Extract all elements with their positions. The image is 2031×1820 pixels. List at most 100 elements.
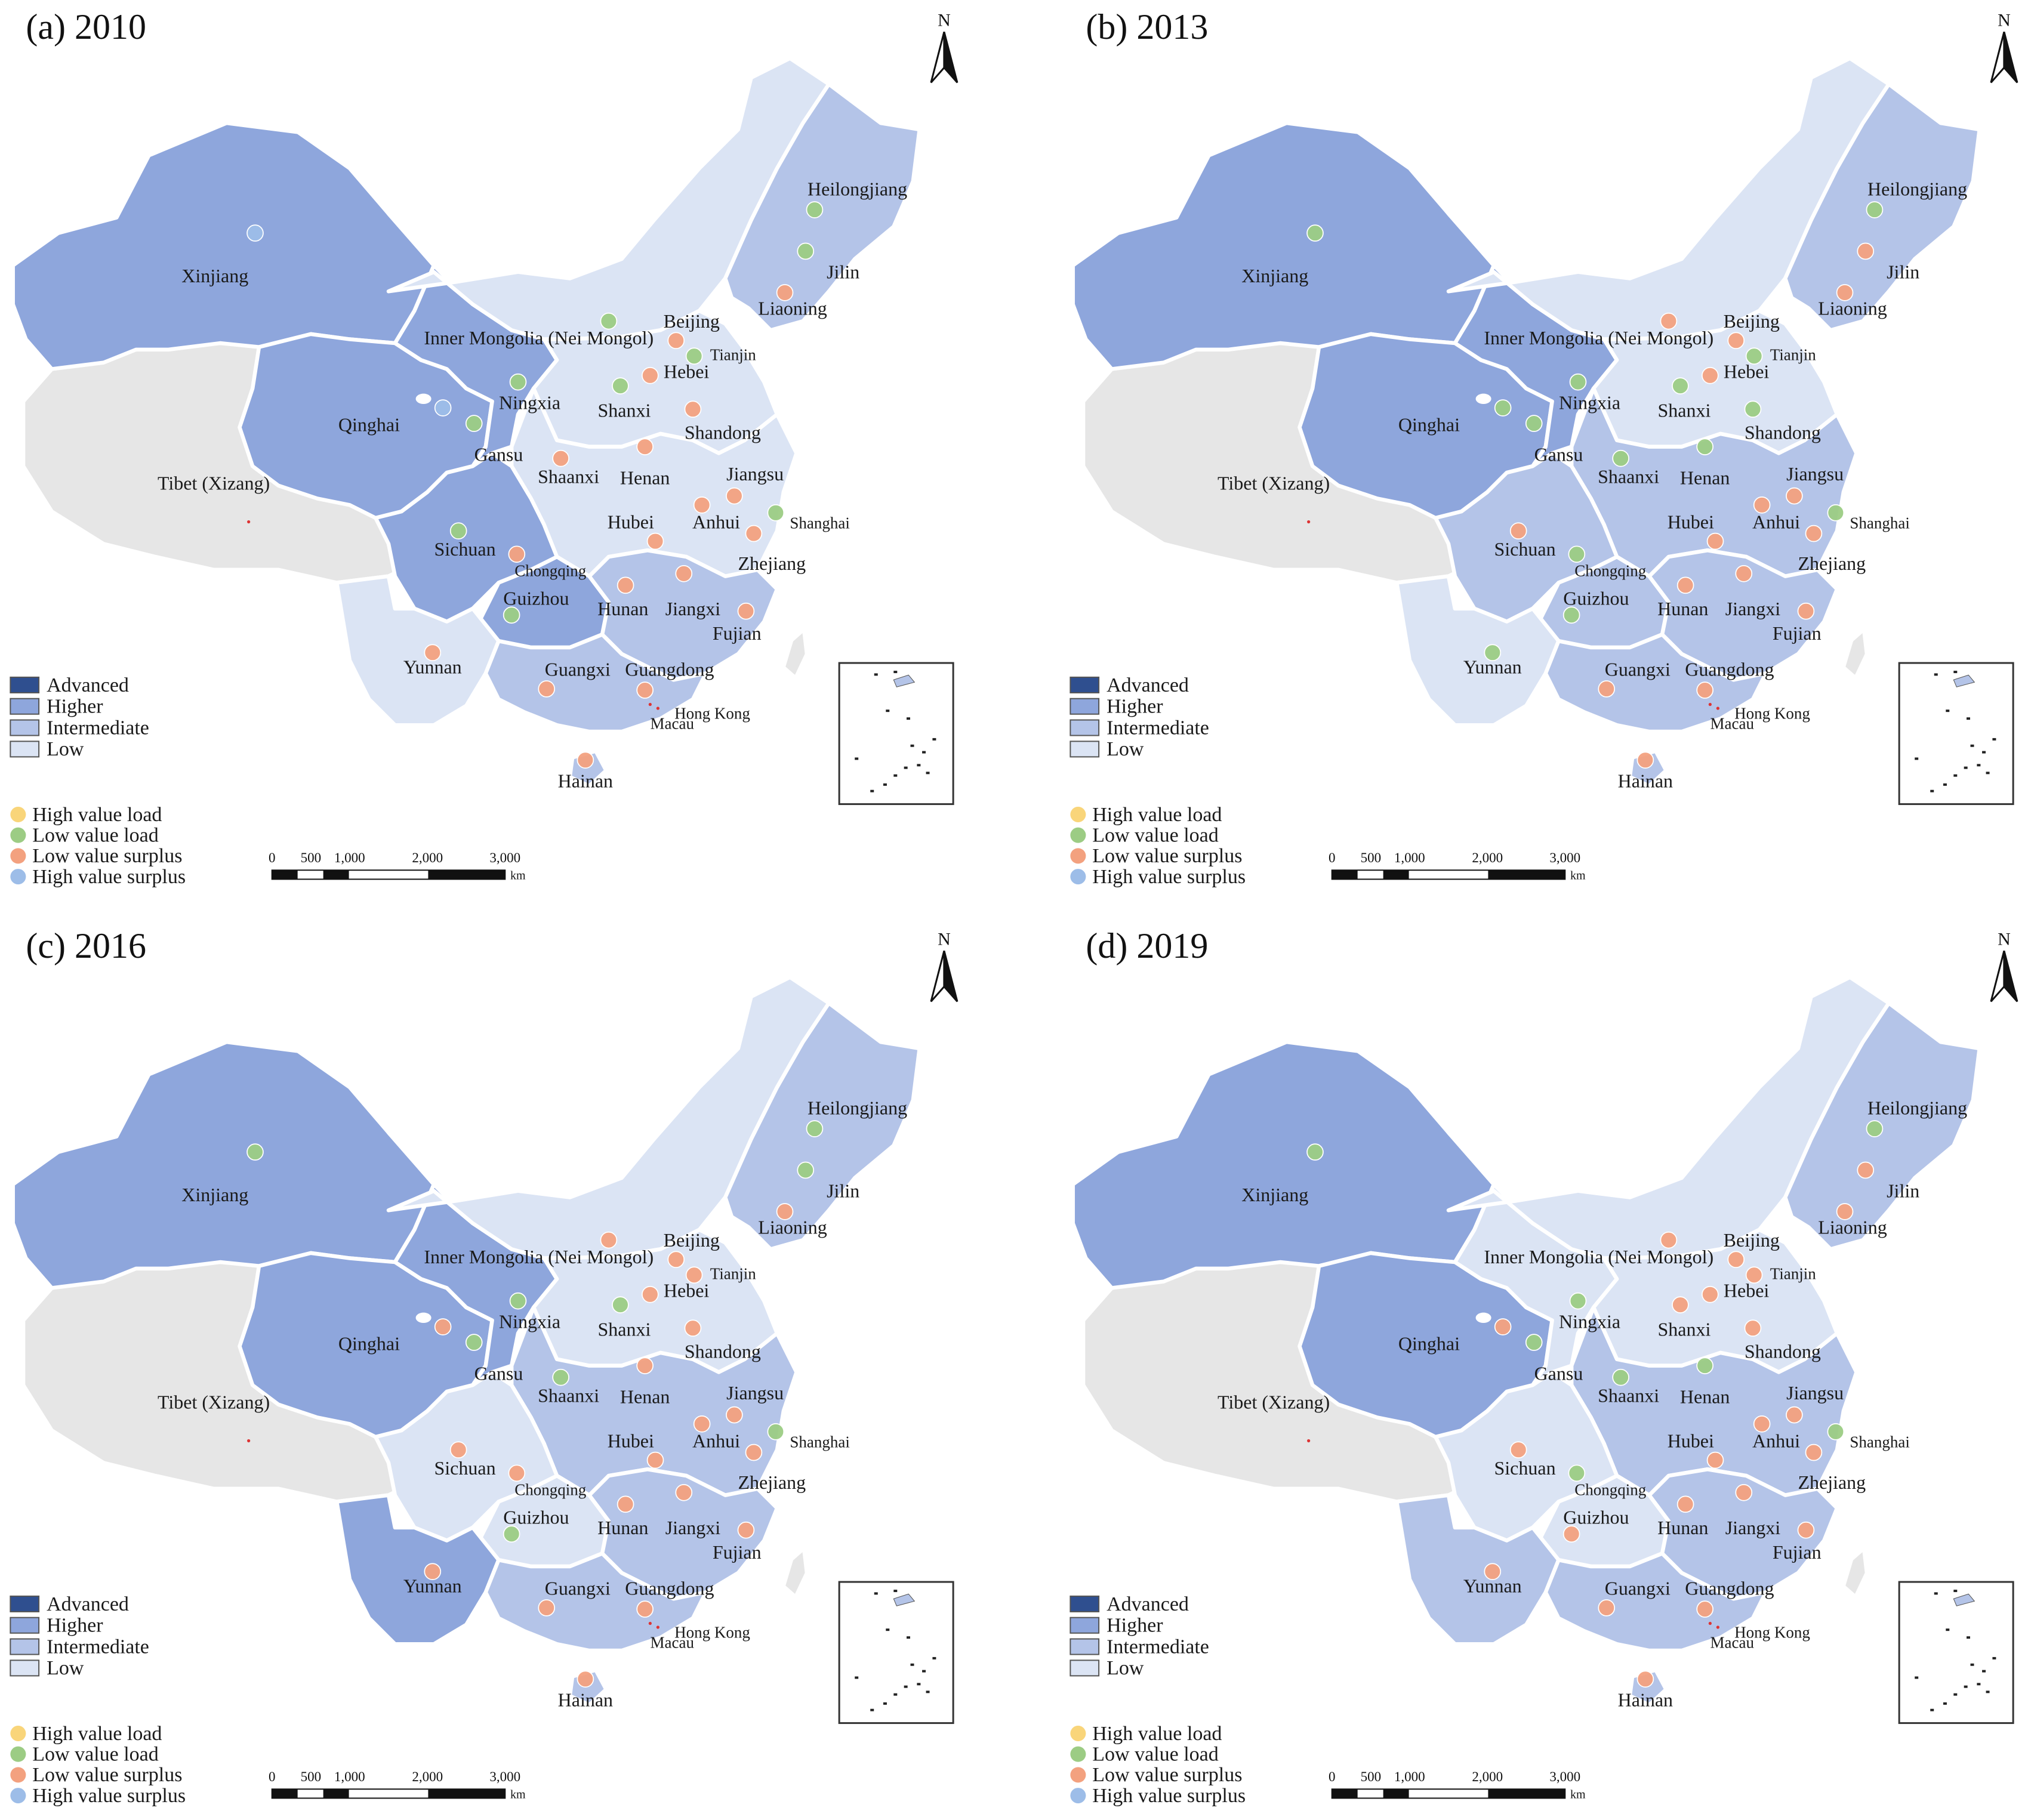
marker-shanxi	[612, 1296, 629, 1313]
marker-xinjiang	[246, 1143, 264, 1161]
marker-jilin	[1857, 242, 1875, 260]
legend-marker-label-low_surplus: Low value surplus	[32, 845, 182, 867]
legend-label-intermediate: Intermediate	[47, 1636, 149, 1658]
marker-hunan	[1676, 576, 1694, 594]
label-chongqing: Chongqing	[1574, 562, 1646, 580]
marker-zhejiang	[1805, 525, 1823, 542]
scale-tick-label: 1,000	[1394, 850, 1425, 865]
marker-guangdong	[1696, 681, 1713, 699]
label-fujian: Fujian	[713, 622, 762, 644]
label-liaoning: Liaoning	[758, 1216, 827, 1238]
label-liaoning: Liaoning	[758, 297, 827, 319]
label-shanghai: Shanghai	[1850, 514, 1910, 532]
scale-tick-label: 1,000	[334, 850, 365, 865]
marker-fujian	[737, 1521, 755, 1539]
legend-marker-label-low_surplus: Low value surplus	[32, 1764, 182, 1786]
marker-fujian	[1797, 1521, 1815, 1539]
marker-hunan	[1676, 1495, 1694, 1513]
region-xinjiang	[1071, 121, 1496, 371]
label-hunan: Hunan	[597, 598, 648, 619]
marker-zhejiang	[1805, 1443, 1823, 1461]
legend-marker-label-high_load: High value load	[32, 1723, 162, 1745]
label-tibet: Tibet (Xizang)	[158, 1391, 270, 1412]
marker-tianjin	[1745, 347, 1763, 365]
lhasa-point	[1307, 1439, 1311, 1443]
marker-jiangxi	[1735, 1483, 1753, 1501]
label-hunan: Hunan	[1657, 598, 1708, 619]
label-guangdong: Guangdong	[625, 1578, 714, 1599]
label-macau: Macau	[650, 1634, 694, 1652]
label-fujian: Fujian	[1773, 622, 1822, 644]
scale-unit: km	[1570, 869, 1586, 882]
label-hainan: Hainan	[1618, 770, 1673, 791]
region-sichuan	[1434, 1370, 1619, 1543]
marker-shanxi	[1672, 377, 1689, 394]
scale-tick-label: 0	[1329, 1769, 1336, 1784]
marker-yunnan	[424, 644, 442, 662]
label-hubei: Hubei	[608, 511, 654, 532]
label-gansu: Gansu	[474, 1363, 523, 1384]
region-taiwan	[1844, 1549, 1866, 1596]
marker-chongqing	[1568, 545, 1586, 563]
inset-south-china-sea	[1898, 1581, 2014, 1725]
scale-unit: km	[510, 1788, 526, 1801]
marker-beijing	[1727, 1251, 1745, 1269]
marker-beijing	[1727, 332, 1745, 350]
marker-tianjin	[685, 347, 703, 365]
marker-guizhou	[503, 606, 520, 624]
legend-marker-low_load	[10, 1746, 26, 1762]
legend-marker-label-low_surplus: Low value surplus	[1092, 845, 1242, 867]
legend-marker-label-low_load: Low value load	[32, 825, 159, 847]
lake-qinghai	[415, 393, 432, 405]
legend-swatch-low	[1070, 741, 1100, 758]
marker-sichuan	[1509, 1441, 1527, 1459]
label-hebei: Hebei	[1724, 361, 1770, 382]
label-hong-kong: Hong Kong	[674, 704, 750, 722]
legend-swatch-low	[10, 741, 40, 758]
marker-shaanxi	[552, 449, 569, 467]
label-gansu: Gansu	[474, 444, 523, 465]
label-tibet: Tibet (Xizang)	[158, 472, 270, 493]
marker-zhejiang	[745, 1443, 763, 1461]
marker-hainan	[1636, 1670, 1654, 1688]
marker-hainan	[1636, 751, 1654, 769]
marker-chongqing	[1568, 1464, 1586, 1482]
hong-kong-point	[648, 1621, 652, 1625]
marker-henan	[636, 1357, 654, 1374]
label-hainan: Hainan	[558, 1689, 613, 1710]
legend-swatch-advanced	[1070, 676, 1100, 693]
label-shandong: Shandong	[685, 1341, 761, 1362]
label-hubei: Hubei	[608, 1430, 654, 1451]
legend-label-low: Low	[47, 1657, 84, 1679]
marker-qinghai	[434, 1318, 452, 1335]
hong-kong-point	[1708, 702, 1712, 707]
label-zhejiang: Zhejiang	[738, 1472, 806, 1493]
label-xinjiang: Xinjiang	[181, 1184, 248, 1205]
label-jilin: Jilin	[1887, 261, 1919, 283]
scale-bar: 0 500 1,000 2,000 3,000 km	[1329, 850, 1586, 882]
legend-label-higher: Higher	[47, 1615, 103, 1637]
marker-zhejiang	[745, 525, 763, 542]
label-guangdong: Guangdong	[625, 659, 714, 680]
marker-hainan	[577, 751, 594, 769]
marker-hebei	[1702, 366, 1719, 384]
scale-tick-label: 500	[1361, 1769, 1382, 1784]
lake-qinghai	[1475, 1312, 1491, 1324]
label-hunan: Hunan	[597, 1517, 648, 1538]
legend-label-low: Low	[47, 738, 84, 760]
marker-yunnan	[424, 1563, 442, 1581]
marker-hainan	[577, 1670, 594, 1688]
label-jiangxi: Jiangxi	[665, 598, 721, 619]
marker-tianjin	[685, 1266, 703, 1284]
legend-swatch-intermediate	[10, 719, 40, 736]
region-xinjiang	[11, 121, 436, 371]
label-shaanxi: Shaanxi	[1598, 1384, 1659, 1406]
marker-qinghai	[1494, 399, 1512, 417]
marker-shanxi	[1672, 1296, 1689, 1313]
label-chongqing: Chongqing	[1574, 1481, 1646, 1499]
label-shaanxi: Shaanxi	[538, 465, 599, 487]
label-ningxia: Ningxia	[499, 392, 560, 414]
legend-label-low: Low	[1107, 1657, 1144, 1679]
region-xinjiang	[1071, 1039, 1496, 1290]
scale-tick-label: 500	[301, 1769, 322, 1784]
